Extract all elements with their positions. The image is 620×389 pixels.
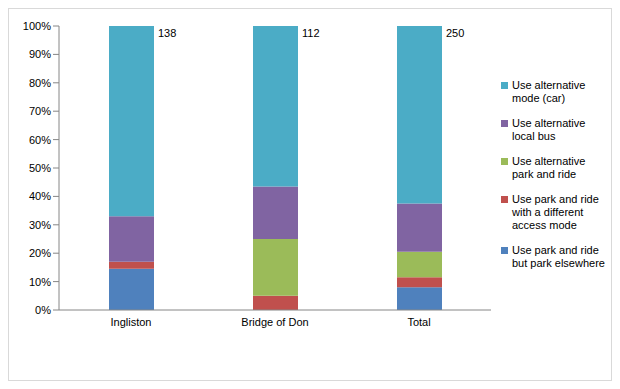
svg-text:10%: 10% [29,276,51,288]
svg-text:112: 112 [302,27,320,39]
svg-text:138: 138 [158,27,176,39]
svg-text:Ingliston: Ingliston [111,316,152,328]
svg-text:100%: 100% [23,20,51,32]
svg-text:70%: 70% [29,105,51,117]
svg-text:80%: 80% [29,77,51,89]
svg-text:30%: 30% [29,219,51,231]
svg-text:90%: 90% [29,48,51,60]
html-text:Use park and ride with a diffe: Use park and ride with a different acces… [512,193,599,231]
html-text:Use alternative local bus: Use alternative local bus [512,117,586,142]
html-text:Use alternative mode (car): Use alternative mode (car) [512,79,586,104]
svg-text:0%: 0% [35,304,51,316]
svg-text:Total: Total [407,316,430,328]
svg-text:250: 250 [446,27,464,39]
svg-text:60%: 60% [29,134,51,146]
svg-text:20%: 20% [29,247,51,259]
svg-text:Bridge of Don: Bridge of Don [241,316,308,328]
html-text:Use alternative park and ride: Use alternative park and ride [512,155,586,180]
svg-text:50%: 50% [29,162,51,174]
html-text:Use park and ride but park els: Use park and ride but park elsewhere [512,244,605,269]
svg-text:40%: 40% [29,190,51,202]
